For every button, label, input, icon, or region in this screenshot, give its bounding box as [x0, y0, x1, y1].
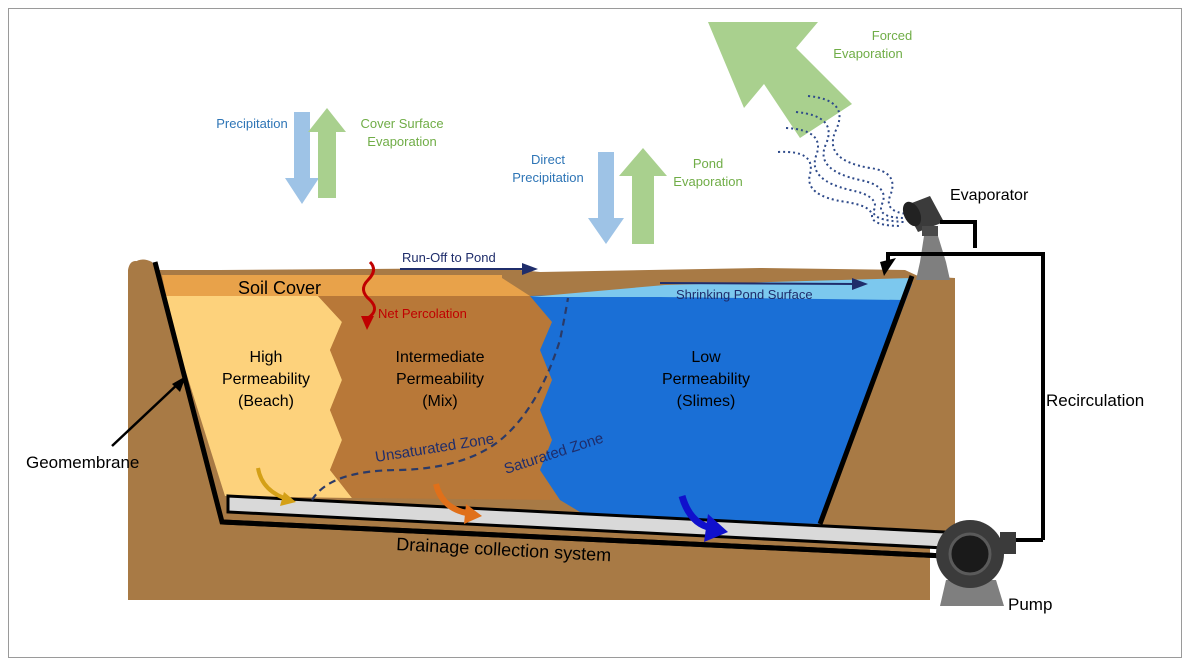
pump-icon [936, 520, 1016, 606]
recirculation-pipe [886, 220, 1045, 540]
zone-high-permeability [162, 296, 352, 498]
label-low-3: (Slimes) [677, 393, 736, 410]
flow-arrow-blue-head [704, 514, 728, 542]
label-precipitation: Precipitation [216, 116, 288, 131]
label-pond-evap-2: Evaporation [673, 174, 742, 189]
label-high-1: High [250, 349, 283, 366]
label-net-percolation: Net Percolation [378, 306, 467, 321]
label-shrinking-pond: Shrinking Pond Surface [676, 287, 813, 302]
shrinking-pond-arrow-head [852, 278, 868, 290]
recirculation-arrow-head [880, 258, 896, 276]
phreatic-line [311, 297, 570, 501]
cover-evaporation-arrow [308, 108, 346, 198]
ground-berm-left [128, 259, 160, 276]
label-high-3: (Beach) [238, 393, 294, 410]
label-direct-precip-2: Precipitation [512, 170, 584, 185]
soil-cover-fringe [502, 278, 530, 296]
label-cover-surface-1: Cover Surface [360, 116, 443, 131]
label-high-2: Permeability [222, 371, 310, 388]
diagram-frame [8, 8, 1182, 658]
label-inter-2: Permeability [396, 371, 484, 388]
vapour-lines [777, 95, 909, 227]
label-pond-evap-1: Pond [693, 156, 723, 171]
liner-base-lower [221, 519, 946, 559]
label-soil-cover: Soil Cover [238, 278, 321, 298]
forced-evaporation-arrow [708, 22, 852, 138]
flow-arrow-yellow-head [280, 492, 296, 506]
soil-cover [162, 275, 502, 296]
precipitation-arrow [285, 112, 319, 204]
label-direct-precip-1: Direct [531, 152, 565, 167]
geomembrane-pointer [111, 381, 181, 447]
label-low-1: Low [691, 349, 721, 366]
run-off-arrow-head [522, 263, 538, 275]
label-cover-surface-2: Evaporation [367, 134, 436, 149]
label-inter-1: Intermediate [396, 349, 485, 366]
label-inter-3: (Mix) [422, 393, 458, 410]
net-percolation-arrow [362, 260, 376, 320]
shrinking-pond-arrow [659, 282, 857, 285]
zone-low-permeability [530, 284, 912, 524]
label-evaporator: Evaporator [950, 187, 1029, 204]
zone-intermediate-permeability [318, 296, 560, 500]
label-geomembrane: Geomembrane [26, 453, 139, 472]
net-percolation-arrow-head [361, 316, 374, 330]
label-pump: Pump [1008, 595, 1052, 614]
pond-evaporation-arrow [619, 148, 667, 244]
label-forced-evaporation-1: Forced [872, 28, 912, 43]
label-forced-evaporation-2: Evaporation [833, 46, 902, 61]
flow-arrow-orange-head [464, 504, 482, 524]
direct-precipitation-arrow [588, 152, 624, 244]
geomembrane-pointer-head [172, 376, 186, 392]
label-run-off: Run-Off to Pond [402, 250, 496, 265]
label-low-2: Permeability [662, 371, 750, 388]
evaporator-icon [902, 196, 950, 280]
label-recirculation: Recirculation [1046, 391, 1144, 410]
